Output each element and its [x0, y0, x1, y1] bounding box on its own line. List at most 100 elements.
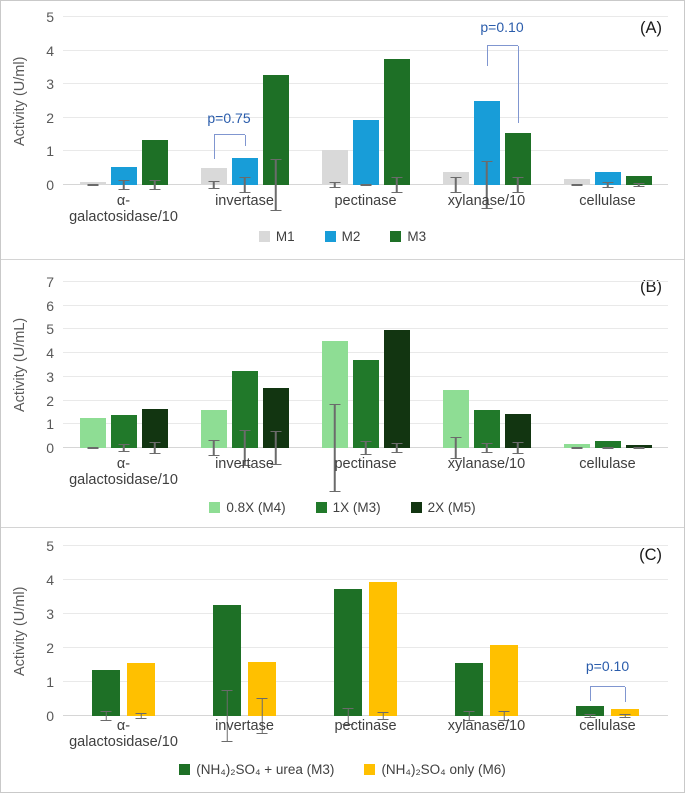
gridline: [63, 647, 668, 648]
error-bar: [87, 183, 98, 186]
bar-(nh₄)₂so₄-+-urea-(m3): [334, 588, 362, 725]
bar-0.8x-(m4): [321, 341, 348, 492]
legend: M1 M2 M3: [1, 229, 684, 244]
x-axis-labels: α-galactosidase/10 invertase pectinase xyla…: [63, 193, 668, 225]
y-tick-label: 0: [46, 708, 54, 724]
bar-group: [184, 282, 305, 467]
y-tick-label: 7: [46, 274, 54, 290]
bar-group: [426, 17, 547, 210]
bar-m2: [231, 158, 258, 194]
plot-area: 0 1 2 3 4 5 p=0.75 p=0.10: [46, 9, 668, 212]
bar-group: [305, 17, 426, 194]
bar-2x-(m5): [504, 413, 531, 454]
error-bar-line: [637, 184, 640, 186]
category-label: α-galactosidase/10: [69, 456, 178, 488]
error-bar-line: [589, 714, 591, 718]
error-bar: [208, 439, 219, 457]
error-bar: [391, 442, 402, 454]
error-bar: [633, 183, 644, 187]
error-bar-line: [333, 183, 336, 187]
category-label: pectinase: [334, 718, 397, 734]
gridline: [63, 116, 668, 118]
gridline: [63, 579, 668, 580]
error-bar-line: [395, 443, 398, 453]
error-bar-line: [395, 177, 398, 193]
legend-label: 0.8X (M4): [226, 500, 286, 515]
error-bar: [512, 176, 523, 194]
bar-group: [184, 546, 305, 743]
error-bar-line: [243, 430, 246, 466]
x-axis-labels: α-galactosidase/10 invertase pectinase xyla…: [63, 456, 668, 488]
error-bar-line: [503, 711, 505, 721]
error-bar-line: [454, 438, 457, 458]
error-bar-line: [226, 690, 228, 742]
y-tick-label: 3: [46, 606, 54, 622]
category-label: cellulase: [579, 456, 636, 472]
bar-m3: [504, 132, 531, 194]
y-tick-label: 3: [46, 368, 54, 385]
error-bar: [100, 710, 112, 722]
error-bar-line: [122, 180, 125, 190]
error-bar-line: [153, 181, 156, 189]
legend-item: (NH₄)₂SO₄ only (M6): [364, 762, 506, 777]
y-tick-label: 5: [46, 9, 54, 25]
y-tick-label: 1: [46, 143, 54, 160]
bar-group: [547, 282, 668, 450]
category-label: α-galactosidase/10: [69, 193, 178, 225]
pvalue-bracket: [590, 686, 625, 688]
legend-swatch: [315, 502, 327, 513]
category-label: pectinase: [334, 193, 397, 209]
error-bar: [450, 437, 461, 459]
panel-label: (C): [639, 546, 662, 564]
bar-1x-(m3): [594, 440, 621, 450]
y-tick-label: 2: [46, 109, 54, 126]
error-bar-line: [122, 445, 125, 451]
legend-swatch: [324, 231, 336, 242]
bar-group: [547, 546, 668, 719]
category-label: invertase: [215, 718, 274, 734]
y-tick-label: 4: [46, 345, 54, 362]
gridline: [63, 83, 668, 85]
error-bar: [270, 158, 281, 212]
gridline: [63, 352, 668, 354]
error-bar: [584, 713, 596, 719]
category-label: xylanase/10: [447, 718, 526, 734]
error-bar: [602, 182, 613, 188]
y-tick-label: 3: [46, 76, 54, 93]
bar-m1: [563, 178, 590, 186]
error-bar: [329, 404, 340, 492]
error-bar: [270, 431, 281, 465]
gridline: [63, 49, 668, 51]
error-bar-line: [364, 184, 367, 186]
panel-label: (A): [640, 19, 662, 37]
y-tick-label: 0: [46, 177, 54, 193]
bar-m1: [79, 181, 106, 186]
error-bar-line: [485, 444, 488, 452]
pvalue-label: p=0.75: [207, 110, 251, 127]
legend-item: M3: [390, 229, 426, 244]
bar-groups: [63, 546, 668, 743]
y-tick-label: 2: [46, 392, 54, 409]
error-bar: [208, 180, 219, 190]
gridline: [63, 545, 668, 546]
bar-group: [547, 17, 668, 188]
error-bar-line: [516, 443, 519, 453]
gridline: [63, 304, 668, 306]
pvalue-label: p=0.10: [585, 657, 630, 674]
error-bar: [481, 443, 492, 453]
error-bar: [450, 176, 461, 194]
error-bar-line: [606, 183, 609, 187]
pvalue-bracket-leg: [244, 134, 246, 147]
error-bar-line: [468, 711, 470, 721]
error-bar: [239, 176, 250, 194]
error-bar-line: [261, 699, 263, 733]
bar-group: [305, 282, 426, 492]
y-tick-label: 5: [46, 538, 54, 554]
legend-item: M2: [324, 229, 360, 244]
error-bar-line: [140, 713, 142, 719]
y-tick-label: 4: [46, 572, 54, 588]
category-label: xylanase/10: [447, 456, 526, 472]
legend-label: (NH₄)₂SO₄ only (M6): [381, 762, 506, 777]
